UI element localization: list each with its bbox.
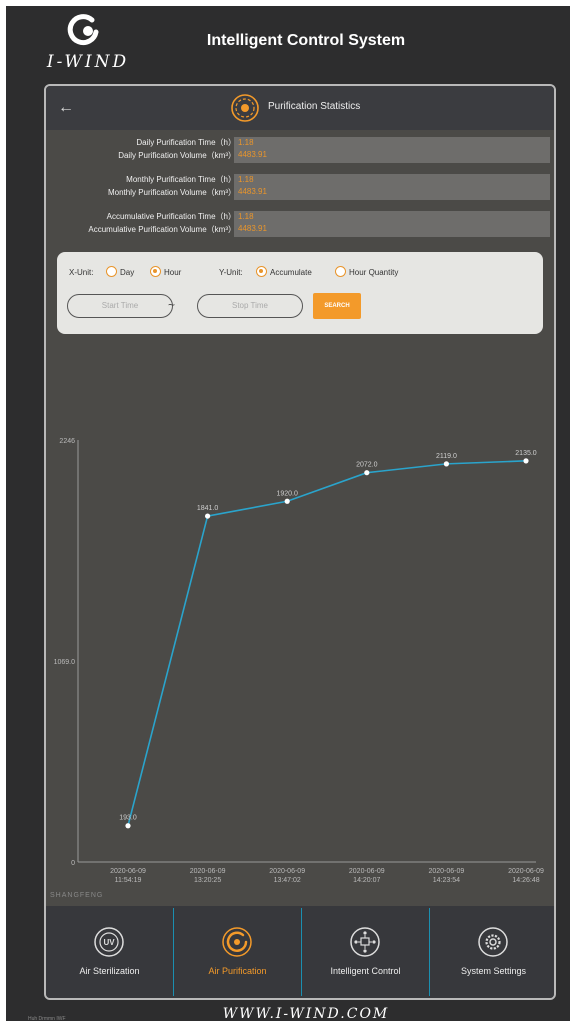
nav-label-system-settings: System Settings	[460, 966, 527, 976]
nav-air-sterilization[interactable]: UV Air Sterilization	[46, 906, 173, 998]
nav-label-air-purification: Air Purification	[208, 966, 267, 976]
nav-divider	[301, 908, 302, 996]
x-unit-hour-radio[interactable]	[150, 266, 161, 277]
accumulative-time-label: Accumulative Purification Time（h）	[106, 212, 236, 221]
x-unit-day-radio[interactable]	[106, 266, 117, 277]
x-tick-time: 14:26:48	[512, 877, 539, 884]
brand-logo: I-WIND	[38, 14, 138, 78]
data-point	[364, 470, 370, 476]
data-label: 193.0	[119, 815, 137, 822]
x-tick-time: 14:23:54	[433, 877, 460, 884]
daily-time-label: Daily Purification Time（h）	[136, 138, 236, 147]
daily-stats: Daily Purification Time（h） Daily Purific…	[46, 136, 554, 164]
nav-label-intelligent-control: Intelligent Control	[330, 966, 401, 976]
purification-icon	[231, 94, 259, 122]
monthly-time-label: Monthly Purification Time（h）	[126, 175, 236, 184]
data-point	[205, 513, 211, 519]
accumulative-volume-value: 4483.91	[238, 224, 267, 233]
stop-time-input[interactable]: Stop Time	[197, 294, 303, 318]
back-arrow-icon[interactable]: ←	[58, 99, 74, 116]
watermark: SHANGFENG	[50, 892, 104, 899]
footer-note: Huh Drmmn IWF	[28, 1016, 66, 1022]
x-unit-label: X-Unit:	[69, 268, 94, 277]
app-screen: ← Purification Statistics Daily Purifica…	[44, 84, 556, 1000]
data-label: 1920.0	[276, 490, 298, 497]
search-button[interactable]: SEARCH	[313, 293, 361, 319]
monthly-volume-label: Monthly Purification Volume（km³）	[107, 188, 236, 197]
x-tick-date: 2020-06-09	[428, 868, 464, 875]
x-tick-time: 11:54:19	[115, 877, 142, 884]
monthly-volume-value: 4483.91	[238, 187, 267, 196]
page-title: Purification Statistics	[268, 101, 361, 112]
y-tick-label: 1069.0	[54, 659, 76, 666]
y-unit-hour-quantity-radio[interactable]	[335, 266, 346, 277]
accumulative-stats: Accumulative Purification Time（h） Accumu…	[46, 210, 554, 238]
purification-line-chart: 0 1069.0 2246 193.0 2020-06-09 11:54:19 1841.0…	[54, 438, 544, 884]
x-tick-date: 2020-06-09	[110, 868, 146, 875]
nav-label-air-sterilization: Air Sterilization	[79, 966, 140, 976]
x-tick-date: 2020-06-09	[508, 868, 544, 875]
accumulative-values-box: 1.18 4483.91	[234, 211, 550, 237]
monthly-stats: Monthly Purification Time（h） Monthly Pur…	[46, 173, 554, 201]
filter-panel: X-Unit: Day Hour Y-Unit: Accumulate Hour…	[57, 252, 543, 334]
nav-system-settings[interactable]: System Settings	[430, 906, 554, 998]
device-frame: I-WIND Intelligent Control System ← Puri…	[6, 6, 570, 1022]
daily-values-box: 1.18 4483.91	[234, 137, 550, 163]
purification-icon	[222, 927, 252, 957]
y-unit-hour-quantity-label[interactable]: Hour Quantity	[349, 268, 399, 277]
monthly-values-box: 1.18 4483.91	[234, 174, 550, 200]
daily-volume-value: 4483.91	[238, 150, 267, 159]
x-tick-date: 2020-06-09	[269, 868, 305, 875]
x-tick-date: 2020-06-09	[349, 868, 385, 875]
data-label: 1841.0	[197, 505, 219, 512]
data-label: 2072.0	[356, 462, 378, 469]
gear-icon	[478, 927, 508, 957]
uv-icon: UV	[94, 927, 124, 957]
monthly-time-value: 1.18	[238, 175, 254, 184]
x-tick-date: 2020-06-09	[190, 868, 226, 875]
data-point	[125, 823, 131, 829]
y-unit-accumulate-label[interactable]: Accumulate	[270, 268, 312, 277]
top-bar: ← Purification Statistics	[46, 86, 554, 130]
range-separator: ~	[168, 298, 176, 312]
network-icon	[350, 927, 380, 957]
bottom-nav: UV Air Sterilization Air Purification	[46, 906, 554, 998]
data-point	[284, 498, 290, 504]
y-tick-label: 0	[71, 860, 75, 867]
y-unit-accumulate-radio[interactable]	[256, 266, 267, 277]
data-label: 2135.0	[515, 450, 537, 457]
x-tick-time: 13:20:25	[194, 877, 221, 884]
footer-url: WWW.I-WIND.COM	[222, 1006, 390, 1022]
nav-divider	[173, 908, 174, 996]
accumulative-volume-label: Accumulative Purification Volume（km³）	[88, 225, 236, 234]
series-line	[127, 460, 527, 826]
logo-mark-icon	[67, 14, 99, 46]
app-title: Intelligent Control System	[206, 32, 406, 49]
x-unit-day-label[interactable]: Day	[120, 268, 135, 277]
start-time-input[interactable]: Start Time	[67, 294, 173, 318]
data-point	[523, 458, 529, 464]
data-label: 2119.0	[436, 453, 457, 460]
x-unit-hour-label[interactable]: Hour	[164, 268, 182, 277]
data-point	[443, 461, 449, 467]
x-tick-time: 14:20:07	[353, 877, 380, 884]
nav-intelligent-control[interactable]: Intelligent Control	[302, 906, 429, 998]
accumulative-time-value: 1.18	[238, 212, 254, 221]
x-tick-time: 13:47:02	[274, 877, 301, 884]
nav-air-purification[interactable]: Air Purification	[174, 906, 301, 998]
y-unit-label: Y-Unit:	[219, 268, 243, 277]
nav-divider	[429, 908, 430, 996]
svg-text:UV: UV	[103, 938, 115, 947]
brand-name: I-WIND	[46, 52, 130, 72]
daily-time-value: 1.18	[238, 138, 254, 147]
y-tick-label: 2246	[59, 438, 75, 445]
daily-volume-label: Daily Purification Volume（km³）	[118, 151, 236, 160]
